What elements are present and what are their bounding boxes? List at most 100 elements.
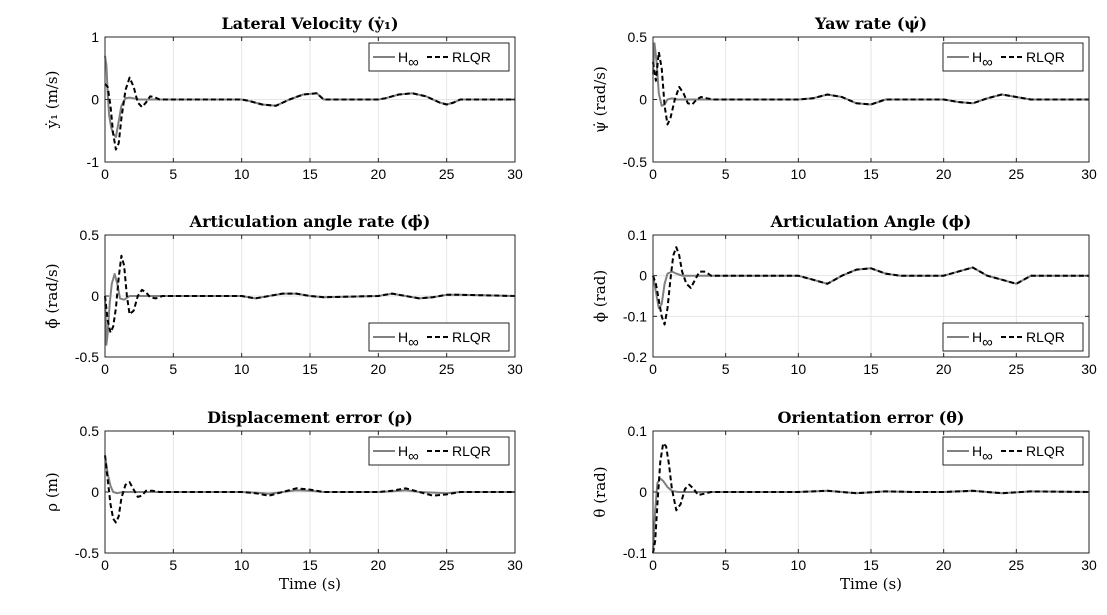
- y-tick-label: 0: [91, 92, 99, 108]
- x-tick-label: 10: [234, 361, 250, 377]
- y-tick-label: -0.5: [75, 349, 99, 365]
- y-axis-label: ϕ̇ (rad/s): [43, 263, 61, 328]
- y-tick-label: -0.1: [623, 308, 647, 324]
- y-tick-label: 0: [91, 484, 99, 500]
- x-tick-label: 25: [439, 557, 455, 573]
- series-line-rlqr: [104, 254, 516, 334]
- x-tick-label: 5: [722, 361, 730, 377]
- legend: H∞ RLQR: [942, 322, 1084, 352]
- legend-label-rlqr: RLQR: [1026, 49, 1065, 65]
- x-tick-label: 15: [863, 557, 879, 573]
- y-tick-label: 0.5: [80, 227, 100, 243]
- series-line-rlqr: [104, 455, 515, 524]
- chart-title: Orientation error (θ): [778, 408, 965, 427]
- chart-title: Articulation Angle (ϕ): [770, 212, 972, 231]
- legend-label-rlqr: RLQR: [1026, 443, 1065, 459]
- x-tick-label: 5: [169, 361, 177, 377]
- y-tick-label: -0.2: [623, 349, 647, 365]
- x-tick-label: 5: [722, 166, 730, 182]
- x-tick-label: 15: [302, 361, 318, 377]
- legend: H∞ RLQR: [942, 436, 1084, 466]
- chart-panel-3: 0 5 10 15 20 25 30 -0.2 -0.1 0 0.1 Articulation Ang…: [591, 212, 1097, 377]
- series-line-rlqr: [652, 51, 1089, 126]
- series-line-rlqr: [104, 76, 515, 151]
- x-tick-label: 20: [371, 361, 387, 377]
- y-axis-label: θ (rad): [591, 466, 609, 517]
- y-tick-label: 0: [639, 268, 647, 284]
- legend-label-rlqr: RLQR: [452, 329, 491, 345]
- y-tick-label: -0.5: [75, 545, 99, 561]
- x-tick-label: 5: [169, 166, 177, 182]
- legend-label-rlqr: RLQR: [1026, 329, 1065, 345]
- x-axis-label: Time (s): [840, 575, 902, 593]
- x-tick-label: 10: [234, 166, 250, 182]
- x-tick-label: 20: [936, 361, 952, 377]
- x-tick-label: 30: [1081, 557, 1097, 573]
- x-tick-label: 5: [169, 557, 177, 573]
- x-tick-label: 15: [302, 166, 318, 182]
- x-tick-label: 10: [791, 361, 807, 377]
- y-tick-label: -1: [87, 154, 100, 170]
- y-axis-label: ẏ₁ (m/s): [43, 71, 61, 130]
- x-tick-label: 0: [101, 557, 109, 573]
- x-tick-label: 25: [1009, 557, 1025, 573]
- x-tick-label: 20: [936, 557, 952, 573]
- y-tick-label: 0: [91, 288, 99, 304]
- series-line-rlqr: [652, 246, 1089, 326]
- chart-title: Yaw rate (ψ̇): [814, 14, 927, 33]
- x-tick-label: 25: [1009, 166, 1025, 182]
- x-tick-label: 15: [863, 166, 879, 182]
- chart-title: Articulation angle rate (ϕ̇): [189, 212, 431, 231]
- x-tick-label: 20: [936, 166, 952, 182]
- x-tick-label: 0: [649, 361, 657, 377]
- x-tick-label: 30: [507, 166, 523, 182]
- x-tick-label: 20: [371, 557, 387, 573]
- legend-label-rlqr: RLQR: [452, 443, 491, 459]
- y-tick-label: 0.1: [628, 423, 648, 439]
- x-tick-label: 25: [439, 166, 455, 182]
- x-tick-label: 30: [1081, 361, 1097, 377]
- x-tick-label: 15: [302, 557, 318, 573]
- x-tick-label: 0: [649, 557, 657, 573]
- x-tick-label: 10: [791, 166, 807, 182]
- chart-title: Displacement error (ρ): [207, 408, 413, 427]
- x-tick-label: 30: [507, 361, 523, 377]
- y-tick-label: 1: [91, 29, 99, 45]
- legend: H∞ RLQR: [942, 42, 1084, 72]
- x-axis-label: Time (s): [279, 575, 341, 593]
- x-tick-label: 10: [791, 557, 807, 573]
- y-axis-label: ϕ (rad): [591, 270, 609, 322]
- x-tick-label: 25: [439, 361, 455, 377]
- y-tick-label: 0.5: [628, 29, 648, 45]
- y-axis-label: ψ̇ (rad/s): [591, 66, 609, 133]
- legend: H∞ RLQR: [368, 436, 510, 466]
- x-tick-label: 20: [371, 166, 387, 182]
- y-tick-label: 0.5: [80, 423, 100, 439]
- chart-title: Lateral Velocity (ẏ₁): [221, 14, 398, 33]
- legend-label-rlqr: RLQR: [452, 49, 491, 65]
- x-tick-label: 0: [101, 361, 109, 377]
- y-tick-label: 0.1: [628, 227, 648, 243]
- y-tick-label: -0.5: [623, 154, 647, 170]
- series-line-rlqr: [652, 442, 1090, 554]
- x-tick-label: 25: [1009, 361, 1025, 377]
- legend: H∞ RLQR: [368, 322, 510, 352]
- y-tick-label: -0.1: [623, 545, 647, 561]
- x-tick-label: 15: [863, 361, 879, 377]
- x-tick-label: 30: [507, 557, 523, 573]
- y-axis-label: ρ (m): [43, 472, 61, 512]
- x-tick-label: 30: [1081, 166, 1097, 182]
- x-tick-label: 5: [722, 557, 730, 573]
- x-tick-label: 10: [234, 557, 250, 573]
- y-tick-label: 0: [639, 484, 647, 500]
- x-tick-label: 0: [649, 166, 657, 182]
- y-tick-label: 0: [639, 92, 647, 108]
- x-tick-label: 0: [101, 166, 109, 182]
- legend: H∞ RLQR: [368, 42, 510, 72]
